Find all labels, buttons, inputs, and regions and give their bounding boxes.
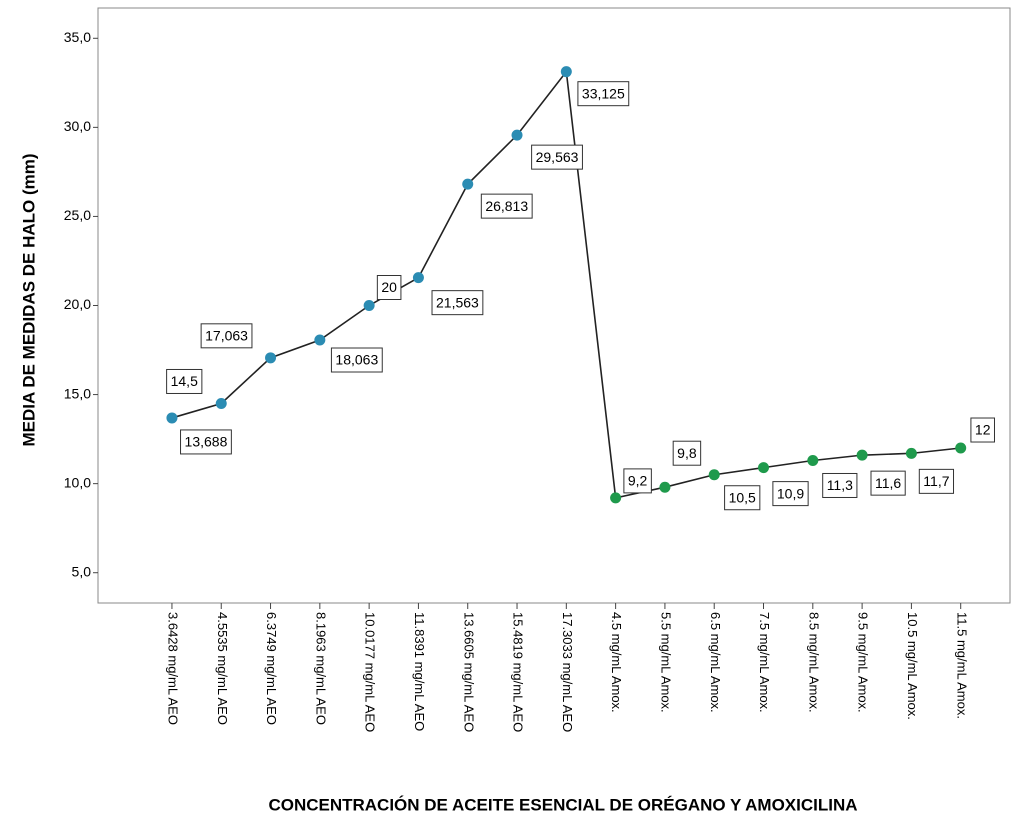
value-label-box bbox=[330, 347, 383, 373]
data-point bbox=[314, 334, 326, 346]
plot-frame bbox=[97, 7, 1011, 604]
x-tick-label: 10.5 mg/mL Amox. bbox=[905, 612, 920, 720]
value-label-box bbox=[870, 470, 906, 496]
data-point bbox=[166, 412, 178, 424]
data-point bbox=[412, 272, 424, 284]
data-point bbox=[905, 447, 917, 459]
data-point bbox=[856, 449, 868, 461]
x-tick-label: 3.6428 mg/mL AEO bbox=[166, 612, 181, 725]
value-label: 11,7 bbox=[923, 473, 949, 489]
value-label-box bbox=[772, 481, 809, 507]
x-tick-label: 6.5 mg/mL Amox. bbox=[708, 612, 723, 713]
y-tick-label: 15,0 bbox=[64, 385, 91, 401]
x-tick-label: 4.5535 mg/mL AEO bbox=[215, 612, 230, 725]
value-label-box bbox=[200, 323, 253, 349]
data-point bbox=[659, 481, 671, 493]
y-tick-label: 5,0 bbox=[72, 563, 92, 579]
x-tick-label: 15.4819 mg/mL AEO bbox=[511, 612, 526, 732]
value-label: 12 bbox=[975, 422, 991, 438]
x-tick-label: 10.0177 mg/mL AEO bbox=[363, 612, 378, 732]
value-label: 10,5 bbox=[729, 489, 756, 505]
value-label-box bbox=[970, 417, 995, 443]
value-label-box bbox=[672, 440, 702, 466]
value-label-box bbox=[180, 429, 232, 455]
value-label: 11,6 bbox=[875, 475, 901, 491]
x-tick-label: 5.5 mg/mL Amox. bbox=[658, 612, 673, 713]
value-label: 9,2 bbox=[628, 473, 648, 489]
value-label: 18,063 bbox=[335, 352, 378, 368]
value-label-box bbox=[918, 468, 955, 494]
x-tick-label: 17.3033 mg/mL AEO bbox=[560, 612, 575, 732]
value-label: 13,688 bbox=[185, 434, 228, 450]
x-tick-label: 11.5 mg/mL Amox. bbox=[954, 612, 969, 719]
data-point bbox=[511, 129, 523, 141]
value-label: 14,5 bbox=[171, 373, 198, 389]
data-point bbox=[363, 300, 375, 311]
value-label: 21,563 bbox=[436, 294, 479, 310]
value-label-box bbox=[822, 472, 858, 498]
y-tick-label: 10,0 bbox=[64, 474, 91, 490]
data-point bbox=[807, 454, 819, 466]
value-label-box bbox=[431, 290, 484, 316]
data-point bbox=[560, 66, 572, 78]
y-tick-label: 35,0 bbox=[64, 29, 91, 45]
x-tick-label: 8.5 mg/mL Amox. bbox=[806, 612, 821, 713]
data-point bbox=[708, 469, 720, 481]
value-label: 20 bbox=[381, 279, 397, 295]
x-tick-label: 8.1963 mg/mL AEO bbox=[313, 612, 328, 725]
value-label-box bbox=[480, 193, 533, 219]
value-label-box bbox=[376, 275, 402, 300]
data-line bbox=[171, 69, 961, 499]
x-tick-label: 13.6605 mg/mL AEO bbox=[461, 612, 476, 732]
value-label: 11,3 bbox=[827, 477, 853, 493]
data-point bbox=[215, 397, 227, 409]
value-label: 10,9 bbox=[777, 485, 804, 501]
value-label-box bbox=[531, 144, 583, 170]
data-point bbox=[265, 352, 277, 364]
x-tick-label: 4.5 mg/mL Amox. bbox=[609, 612, 624, 713]
x-tick-label: 7.5 mg/mL Amox. bbox=[757, 612, 772, 713]
data-point bbox=[610, 492, 622, 504]
y-tick-label: 30,0 bbox=[64, 118, 91, 134]
value-label-box bbox=[724, 485, 761, 511]
data-point bbox=[462, 178, 474, 190]
value-label: 33,125 bbox=[582, 85, 625, 101]
x-axis-title: CONCENTRACIÓN DE ACEITE ESENCIAL DE ORÉG… bbox=[268, 795, 857, 814]
data-point bbox=[955, 442, 967, 454]
x-tick-label: 6.3749 mg/mL AEO bbox=[264, 612, 279, 725]
y-tick-label: 20,0 bbox=[64, 296, 91, 312]
value-label: 17,063 bbox=[205, 328, 248, 344]
y-axis-title: MEDIA DE MEDIDAS DE HALO (mm) bbox=[19, 153, 38, 446]
value-label: 29,563 bbox=[536, 149, 579, 165]
value-label-box bbox=[623, 468, 652, 494]
value-label-box bbox=[166, 368, 203, 394]
data-point bbox=[758, 462, 770, 474]
value-label-box bbox=[577, 81, 630, 107]
y-tick-label: 25,0 bbox=[64, 207, 91, 223]
x-tick-label: 9.5 mg/mL Amox. bbox=[856, 612, 871, 713]
value-label: 26,813 bbox=[485, 198, 528, 214]
value-label: 9,8 bbox=[677, 445, 697, 461]
x-tick-label: 11.8391 mg/mL AEO bbox=[412, 612, 427, 731]
